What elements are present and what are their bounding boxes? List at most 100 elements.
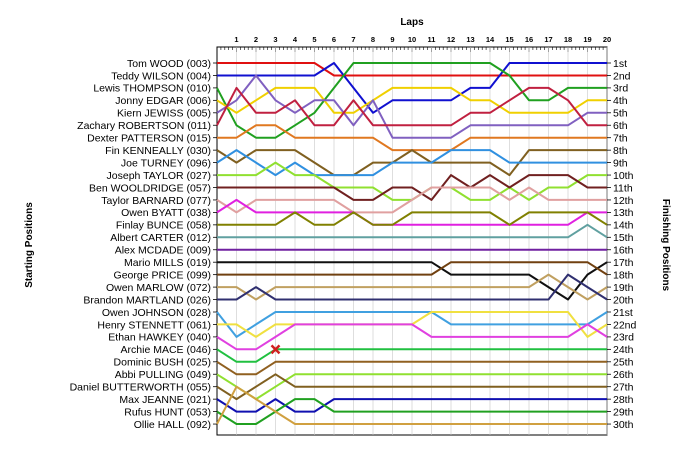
retirement-x-stroke [270, 344, 281, 355]
chart-title: Laps [400, 17, 424, 28]
driver-label: Daniel BUTTERWORTH (055) [70, 382, 211, 394]
driver-label: Alex MCDADE (009) [115, 245, 211, 257]
finishing-position-label: 13th [613, 207, 634, 219]
finishing-position-label: 21st [613, 307, 633, 319]
lap-tick-label: 2 [254, 35, 258, 44]
driver-label: Jonny EDGAR (006) [115, 95, 211, 107]
driver-label: Teddy WILSON (004) [111, 70, 211, 82]
lap-tick-label: 15 [505, 35, 513, 44]
driver-line [217, 273, 608, 301]
driver-label: Taylor BARNARD (077) [101, 195, 211, 207]
finishing-position-label: 23rd [613, 332, 634, 344]
driver-label: Kiern JEWISS (005) [117, 108, 211, 120]
driver-label: Ollie HALL (092) [134, 419, 211, 431]
driver-label: Max JEANNE (021) [119, 394, 211, 406]
lap-tick-label: 19 [583, 35, 591, 44]
finishing-position-label: 11th [613, 182, 633, 194]
driver-line [217, 174, 607, 201]
lap-tick-label: 7 [351, 35, 355, 44]
finishing-position-label: 5th [613, 108, 628, 120]
lap-tick-label: 4 [293, 35, 298, 44]
driver-line [216, 186, 607, 214]
finishing-position-label: 12th [613, 195, 634, 207]
driver-line [216, 373, 607, 401]
lap-tick-label: 11 [428, 35, 436, 44]
lap-tick-label: 9 [390, 35, 394, 44]
driver-line [216, 74, 607, 139]
driver-line [216, 149, 607, 177]
finishing-position-label: 27th [613, 382, 634, 394]
retirement-marker [270, 344, 281, 355]
finishing-position-label: 25th [613, 357, 634, 369]
finishing-position-label: 4th [613, 95, 628, 107]
finishing-position-label: 19th [613, 282, 634, 294]
driver-label: Finlay BUNCE (058) [116, 220, 211, 232]
driver-label: George PRICE (099) [114, 269, 211, 281]
lap-tick-label: 16 [525, 35, 533, 44]
driver-line [216, 323, 608, 351]
finishing-position-label: 14th [613, 220, 634, 232]
finishing-position-label: 20th [613, 294, 634, 306]
left-axis-label: Starting Positions [24, 202, 35, 288]
driver-label: Henry STENNETT (061) [97, 319, 211, 331]
driver-label: Mario MILLS (019) [124, 257, 211, 269]
driver-line [217, 211, 608, 226]
finishing-position-label: 3rd [613, 83, 628, 95]
lap-tick-label: 20 [603, 35, 611, 44]
driver-label: Archie MACE (046) [121, 344, 211, 356]
driver-line [216, 86, 607, 114]
driver-label: Dominic BUSH (025) [114, 357, 211, 369]
driver-line [217, 62, 607, 114]
driver-line [216, 62, 607, 139]
lap-tick-label: 12 [447, 35, 455, 44]
finishing-position-label: 2nd [613, 70, 631, 82]
driver-label: Joe TURNEY (096) [121, 157, 211, 169]
lap-tick-label: 6 [332, 35, 336, 44]
finishing-position-label: 30th [613, 419, 634, 431]
lap-tick-label: 17 [544, 35, 552, 44]
finishing-position-label: 8th [613, 145, 628, 157]
finishing-position-label: 10th [613, 170, 634, 182]
lap-tick-label: 3 [273, 35, 277, 44]
finishing-position-label: 18th [613, 269, 634, 281]
driver-label: Rufus HUNT (053) [124, 406, 211, 418]
finishing-position-label: 29th [613, 406, 634, 418]
finishing-position-label: 15th [613, 232, 634, 244]
lap-tick-label: 5 [312, 35, 316, 44]
finishing-position-label: 6th [613, 120, 628, 132]
driver-line [216, 198, 607, 226]
driver-line [217, 62, 607, 77]
lap-tick-label: 13 [466, 35, 474, 44]
finishing-position-label: 24th [613, 344, 634, 356]
lap-tick-label: 18 [564, 35, 572, 44]
driver-line [216, 360, 607, 376]
driver-label: Owen BYATT (038) [121, 207, 211, 219]
finishing-position-label: 16th [613, 245, 634, 257]
lap-tick-label: 8 [371, 35, 375, 44]
finishing-position-label: 1st [613, 58, 627, 70]
driver-label: Dexter PATTERSON (015) [87, 133, 211, 145]
lap-tick-label: 14 [486, 35, 495, 44]
driver-line [217, 223, 608, 239]
driver-label: Owen MARLOW (072) [106, 282, 211, 294]
driver-label: Ethan HAWKEY (040) [108, 332, 211, 344]
driver-line [216, 385, 607, 425]
finishing-position-label: 22nd [613, 319, 637, 331]
right-axis-label: Finishing Positions [660, 199, 671, 292]
lap-tick-label: 1 [234, 35, 238, 44]
driver-label: Fin KENNEALLY (030) [105, 145, 211, 157]
finishing-position-label: 7th [613, 133, 628, 145]
driver-line [217, 261, 608, 301]
finishing-position-label: 17th [613, 257, 634, 269]
driver-line [216, 149, 607, 177]
driver-label: Abbi PULLING (049) [115, 369, 211, 381]
finishing-position-label: 28th [613, 394, 634, 406]
position-lines [216, 62, 608, 425]
driver-line [216, 398, 607, 413]
finishing-position-label: 9th [613, 157, 628, 169]
driver-label: Zachary ROBERTSON (011) [77, 120, 211, 132]
driver-line [216, 86, 607, 127]
driver-line [217, 273, 608, 301]
